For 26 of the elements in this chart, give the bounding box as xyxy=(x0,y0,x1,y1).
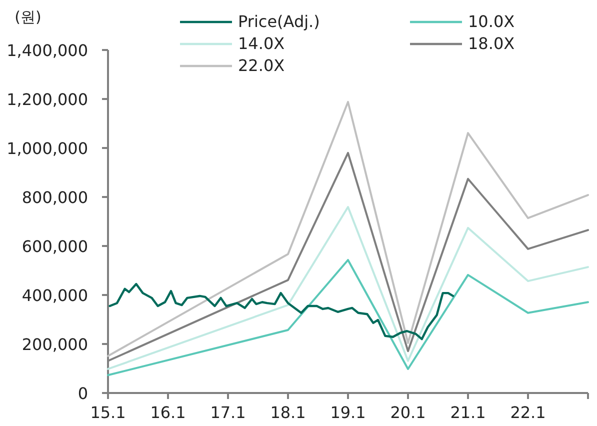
y-tick-label: 1,000,000 xyxy=(6,139,88,158)
x-tick-label: 18.1 xyxy=(270,403,306,422)
y-axis-title: (원) xyxy=(14,8,42,26)
line-series xyxy=(107,258,589,376)
x-tick-label: 15.1 xyxy=(90,403,126,422)
line-series xyxy=(107,206,589,370)
y-tick-label: 1,200,000 xyxy=(6,90,88,109)
legend-label: 22.0X xyxy=(238,56,285,75)
x-tick-label: 20.1 xyxy=(390,403,426,422)
y-tick-label: 600,000 xyxy=(22,237,88,256)
legend-label: 14.0X xyxy=(238,34,285,53)
legend-label: 18.0X xyxy=(468,34,515,53)
x-tick-label: 22.1 xyxy=(510,403,546,422)
y-tick-label: 0 xyxy=(78,384,88,403)
line-series xyxy=(108,282,454,340)
x-tick-label: 19.1 xyxy=(330,403,366,422)
x-tick-label: 17.1 xyxy=(210,403,246,422)
y-tick-label: 400,000 xyxy=(22,286,88,305)
x-tick-label: 21.1 xyxy=(450,403,486,422)
x-tick-label: 16.1 xyxy=(150,403,186,422)
legend-label: Price(Adj.) xyxy=(238,12,320,31)
y-tick-label: 200,000 xyxy=(22,335,88,354)
line-series xyxy=(107,100,589,357)
y-tick-label: 800,000 xyxy=(22,188,88,207)
y-tick-label: 1,400,000 xyxy=(6,41,88,60)
legend-label: 10.0X xyxy=(468,12,515,31)
